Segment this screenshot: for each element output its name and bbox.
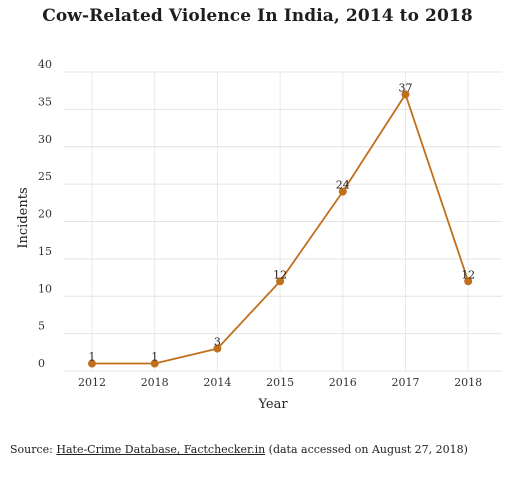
x-tick-label: 2016: [329, 376, 357, 389]
y-tick-label: 0: [38, 357, 45, 370]
source-note: Source: Hate-Crime Database, Factchecker…: [10, 443, 468, 456]
x-tick-label: 2015: [266, 376, 294, 389]
x-tick-label: 2018: [454, 376, 482, 389]
data-label: 12: [273, 268, 287, 281]
data-point: [464, 277, 473, 286]
axes: 0 5 10 15 20 25 30 35 40 2012 2018 2014 2015 2016 2017…: [38, 58, 482, 389]
data-label: 24: [336, 179, 350, 192]
y-tick-label: 5: [38, 320, 45, 333]
y-tick-label: 30: [38, 133, 52, 146]
source-suffix: (data accessed on August 27, 2018): [265, 443, 468, 456]
source-prefix: Source:: [10, 443, 57, 456]
x-tick-label: 2014: [203, 376, 231, 389]
data-label: 3: [214, 336, 221, 349]
y-axis-label: Incidents: [16, 187, 31, 248]
data-label: 12: [461, 268, 475, 281]
source-link[interactable]: Hate-Crime Database, Factchecker.in: [56, 443, 266, 456]
line-chart: 0 5 10 15 20 25 30 35 40 2012 2018 2014 2015 2016 2017…: [16, 58, 502, 412]
data-labels: 1 1 3 12 24 37 12: [89, 81, 476, 363]
y-tick-label: 15: [38, 245, 52, 258]
chart-title: Cow-Related Violence In India, 2014 to 2…: [42, 6, 473, 26]
data-label: 1: [151, 351, 158, 364]
data-point: [150, 359, 159, 368]
x-axis-label: Year: [257, 397, 288, 412]
y-tick-label: 10: [38, 282, 52, 295]
series-incidents: [88, 90, 473, 368]
data-point: [213, 344, 222, 353]
data-point: [401, 90, 410, 99]
x-tick-label: 2017: [392, 376, 420, 389]
y-tick-label: 20: [38, 208, 52, 221]
y-tick-label: 25: [38, 170, 52, 183]
x-tick-label: 2012: [78, 376, 106, 389]
data-point: [88, 359, 96, 368]
y-tick-label: 35: [38, 95, 52, 108]
x-tick-label: 2018: [141, 376, 169, 389]
y-tick-label: 40: [38, 58, 52, 71]
data-point: [276, 277, 285, 286]
data-point: [338, 187, 347, 196]
gridlines: [64, 71, 502, 372]
data-label: 37: [399, 81, 413, 94]
data-label: 1: [89, 351, 96, 364]
